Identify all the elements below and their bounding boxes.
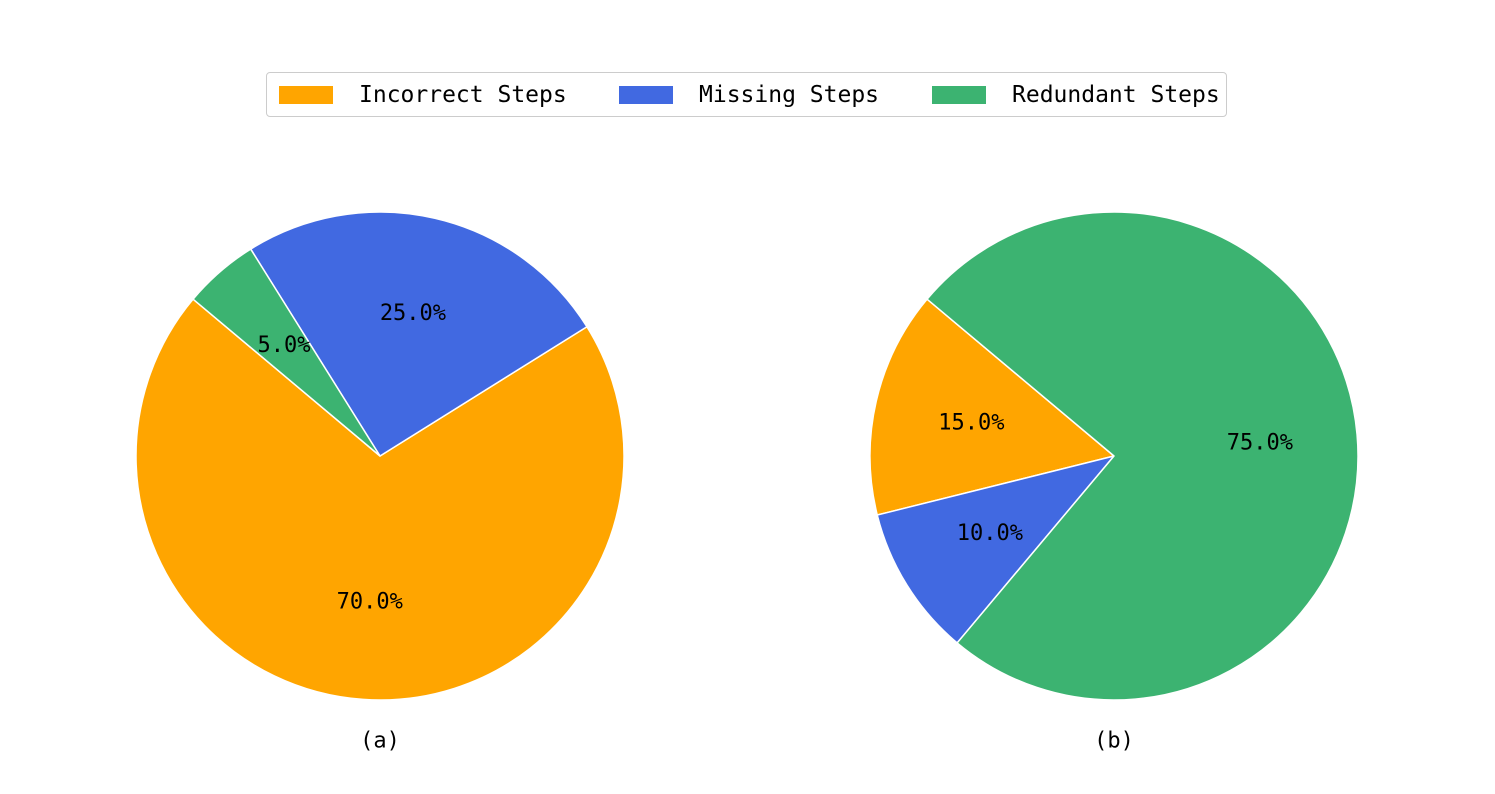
pie-a-value-label-redundant-steps: 5.0% [257,333,310,358]
pie-a-caption: (a) [360,729,400,754]
legend: Incorrect Steps Missing Steps Redundant … [266,72,1227,117]
pie-b-value-label-incorrect-steps: 15.0% [938,411,1004,436]
pie-b-value-label-missing-steps: 10.0% [957,521,1023,546]
pie-a-slice-missing-steps [249,211,588,457]
legend-label-redundant-steps: Redundant Steps [1012,81,1220,108]
pie-a-slice-incorrect-steps [135,298,625,701]
legend-item-redundant-steps: Redundant Steps [932,73,1220,116]
legend-swatch-missing-steps [619,85,673,104]
pie-a-value-label-missing-steps: 25.0% [380,301,446,326]
pie-a-value-label-incorrect-steps: 70.0% [337,590,403,615]
legend-label-incorrect-steps: Incorrect Steps [359,81,567,108]
legend-item-incorrect-steps: Incorrect Steps [279,73,567,116]
pie-a: 70.0% 25.0% 5.0% (a) [135,211,625,754]
legend-swatch-incorrect-steps [279,85,333,104]
pie-b-caption: (b) [1094,729,1134,754]
pie-b-slice-missing-steps [876,455,1115,644]
pie-b-slice-incorrect-steps [869,298,1115,516]
legend-item-missing-steps: Missing Steps [619,73,879,116]
pie-b-slice-redundant-steps [926,211,1359,701]
pie-a-slice-redundant-steps [192,248,381,457]
legend-swatch-redundant-steps [932,85,986,104]
legend-label-missing-steps: Missing Steps [699,81,880,108]
pie-b-value-label-redundant-steps: 75.0% [1227,431,1293,456]
pie-b: 15.0% 10.0% 75.0% (b) [869,211,1359,754]
